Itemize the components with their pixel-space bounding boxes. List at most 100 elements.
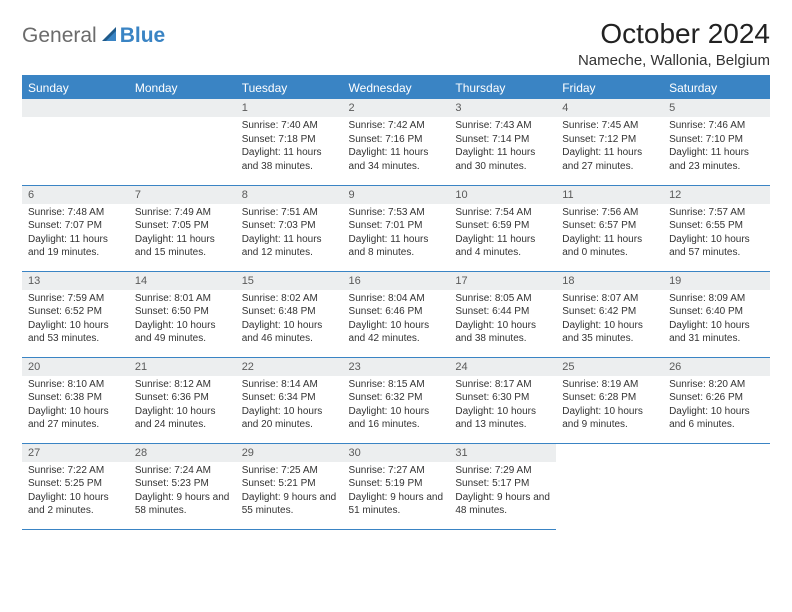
day-body: Sunrise: 7:59 AMSunset: 6:52 PMDaylight:… (22, 290, 129, 350)
sunset-text: Sunset: 5:17 PM (455, 477, 550, 491)
col-thursday: Thursday (449, 76, 556, 99)
sunset-text: Sunset: 7:07 PM (28, 219, 123, 233)
sunset-text: Sunset: 6:38 PM (28, 391, 123, 405)
day-number: 13 (22, 272, 129, 290)
logo: General Blue (22, 24, 165, 48)
calendar-day-cell: 26Sunrise: 8:20 AMSunset: 6:26 PMDayligh… (663, 357, 770, 443)
sunset-text: Sunset: 5:19 PM (349, 477, 444, 491)
day-number: 8 (236, 186, 343, 204)
sunrise-text: Sunrise: 8:20 AM (669, 378, 764, 392)
sunrise-text: Sunrise: 7:25 AM (242, 464, 337, 478)
sunset-text: Sunset: 6:26 PM (669, 391, 764, 405)
calendar-day-cell: 17Sunrise: 8:05 AMSunset: 6:44 PMDayligh… (449, 271, 556, 357)
day-number: 11 (556, 186, 663, 204)
sunset-text: Sunset: 7:05 PM (135, 219, 230, 233)
calendar-day-cell: 10Sunrise: 7:54 AMSunset: 6:59 PMDayligh… (449, 185, 556, 271)
daylight-text: Daylight: 10 hours and 38 minutes. (455, 319, 550, 346)
sunrise-text: Sunrise: 7:54 AM (455, 206, 550, 220)
col-saturday: Saturday (663, 76, 770, 99)
day-number (129, 99, 236, 117)
calendar-day-cell: 28Sunrise: 7:24 AMSunset: 5:23 PMDayligh… (129, 443, 236, 529)
daylight-text: Daylight: 10 hours and 42 minutes. (349, 319, 444, 346)
sunset-text: Sunset: 6:59 PM (455, 219, 550, 233)
sunrise-text: Sunrise: 8:07 AM (562, 292, 657, 306)
day-body: Sunrise: 7:53 AMSunset: 7:01 PMDaylight:… (343, 204, 450, 264)
sunset-text: Sunset: 6:42 PM (562, 305, 657, 319)
day-number: 17 (449, 272, 556, 290)
sunrise-text: Sunrise: 7:53 AM (349, 206, 444, 220)
calendar-day-cell: 31Sunrise: 7:29 AMSunset: 5:17 PMDayligh… (449, 443, 556, 529)
col-tuesday: Tuesday (236, 76, 343, 99)
calendar-day-cell: 5Sunrise: 7:46 AMSunset: 7:10 PMDaylight… (663, 99, 770, 185)
daylight-text: Daylight: 10 hours and 53 minutes. (28, 319, 123, 346)
calendar-day-cell: 30Sunrise: 7:27 AMSunset: 5:19 PMDayligh… (343, 443, 450, 529)
sunrise-text: Sunrise: 7:42 AM (349, 119, 444, 133)
day-body: Sunrise: 7:42 AMSunset: 7:16 PMDaylight:… (343, 117, 450, 177)
day-body: Sunrise: 8:15 AMSunset: 6:32 PMDaylight:… (343, 376, 450, 436)
sunrise-text: Sunrise: 7:24 AM (135, 464, 230, 478)
location-subtitle: Nameche, Wallonia, Belgium (578, 52, 770, 69)
sunset-text: Sunset: 6:46 PM (349, 305, 444, 319)
daylight-text: Daylight: 9 hours and 58 minutes. (135, 491, 230, 518)
day-body: Sunrise: 7:27 AMSunset: 5:19 PMDaylight:… (343, 462, 450, 522)
day-body: Sunrise: 7:24 AMSunset: 5:23 PMDaylight:… (129, 462, 236, 522)
logo-text-general: General (22, 24, 97, 48)
day-number: 2 (343, 99, 450, 117)
calendar-day-cell: 22Sunrise: 8:14 AMSunset: 6:34 PMDayligh… (236, 357, 343, 443)
day-body: Sunrise: 7:46 AMSunset: 7:10 PMDaylight:… (663, 117, 770, 177)
daylight-text: Daylight: 11 hours and 15 minutes. (135, 233, 230, 260)
day-number: 31 (449, 444, 556, 462)
day-number: 7 (129, 186, 236, 204)
day-body: Sunrise: 8:14 AMSunset: 6:34 PMDaylight:… (236, 376, 343, 436)
day-body: Sunrise: 7:43 AMSunset: 7:14 PMDaylight:… (449, 117, 556, 177)
calendar-day-cell: 23Sunrise: 8:15 AMSunset: 6:32 PMDayligh… (343, 357, 450, 443)
calendar-table: Sunday Monday Tuesday Wednesday Thursday… (22, 75, 770, 530)
day-number: 4 (556, 99, 663, 117)
sunrise-text: Sunrise: 8:05 AM (455, 292, 550, 306)
sunset-text: Sunset: 6:32 PM (349, 391, 444, 405)
calendar-day-cell: 2Sunrise: 7:42 AMSunset: 7:16 PMDaylight… (343, 99, 450, 185)
sunrise-text: Sunrise: 8:09 AM (669, 292, 764, 306)
calendar-day-cell: 4Sunrise: 7:45 AMSunset: 7:12 PMDaylight… (556, 99, 663, 185)
logo-sail-icon (100, 25, 118, 48)
sunrise-text: Sunrise: 8:02 AM (242, 292, 337, 306)
calendar-day-cell: 16Sunrise: 8:04 AMSunset: 6:46 PMDayligh… (343, 271, 450, 357)
day-body: Sunrise: 7:54 AMSunset: 6:59 PMDaylight:… (449, 204, 556, 264)
calendar-header-row: Sunday Monday Tuesday Wednesday Thursday… (22, 76, 770, 99)
calendar-day-cell: 11Sunrise: 7:56 AMSunset: 6:57 PMDayligh… (556, 185, 663, 271)
daylight-text: Daylight: 9 hours and 55 minutes. (242, 491, 337, 518)
calendar-week-row: 1Sunrise: 7:40 AMSunset: 7:18 PMDaylight… (22, 99, 770, 185)
daylight-text: Daylight: 11 hours and 19 minutes. (28, 233, 123, 260)
sunrise-text: Sunrise: 8:12 AM (135, 378, 230, 392)
calendar-day-cell: 9Sunrise: 7:53 AMSunset: 7:01 PMDaylight… (343, 185, 450, 271)
calendar-day-cell: 24Sunrise: 8:17 AMSunset: 6:30 PMDayligh… (449, 357, 556, 443)
day-body: Sunrise: 7:25 AMSunset: 5:21 PMDaylight:… (236, 462, 343, 522)
sunrise-text: Sunrise: 7:59 AM (28, 292, 123, 306)
calendar-day-cell (22, 99, 129, 185)
day-body: Sunrise: 8:02 AMSunset: 6:48 PMDaylight:… (236, 290, 343, 350)
day-number: 9 (343, 186, 450, 204)
day-body: Sunrise: 8:20 AMSunset: 6:26 PMDaylight:… (663, 376, 770, 436)
sunset-text: Sunset: 6:57 PM (562, 219, 657, 233)
day-number: 20 (22, 358, 129, 376)
day-number: 21 (129, 358, 236, 376)
day-number: 1 (236, 99, 343, 117)
day-body: Sunrise: 7:51 AMSunset: 7:03 PMDaylight:… (236, 204, 343, 264)
sunset-text: Sunset: 5:23 PM (135, 477, 230, 491)
calendar-day-cell: 12Sunrise: 7:57 AMSunset: 6:55 PMDayligh… (663, 185, 770, 271)
title-block: October 2024 Nameche, Wallonia, Belgium (578, 18, 770, 69)
calendar-day-cell: 18Sunrise: 8:07 AMSunset: 6:42 PMDayligh… (556, 271, 663, 357)
sunset-text: Sunset: 7:18 PM (242, 133, 337, 147)
calendar-day-cell (663, 443, 770, 529)
sunrise-text: Sunrise: 7:49 AM (135, 206, 230, 220)
sunset-text: Sunset: 6:34 PM (242, 391, 337, 405)
day-number: 30 (343, 444, 450, 462)
calendar-day-cell: 20Sunrise: 8:10 AMSunset: 6:38 PMDayligh… (22, 357, 129, 443)
calendar-week-row: 27Sunrise: 7:22 AMSunset: 5:25 PMDayligh… (22, 443, 770, 529)
daylight-text: Daylight: 11 hours and 30 minutes. (455, 146, 550, 173)
calendar-day-cell: 15Sunrise: 8:02 AMSunset: 6:48 PMDayligh… (236, 271, 343, 357)
sunrise-text: Sunrise: 7:43 AM (455, 119, 550, 133)
daylight-text: Daylight: 10 hours and 57 minutes. (669, 233, 764, 260)
calendar-day-cell: 13Sunrise: 7:59 AMSunset: 6:52 PMDayligh… (22, 271, 129, 357)
sunrise-text: Sunrise: 7:56 AM (562, 206, 657, 220)
